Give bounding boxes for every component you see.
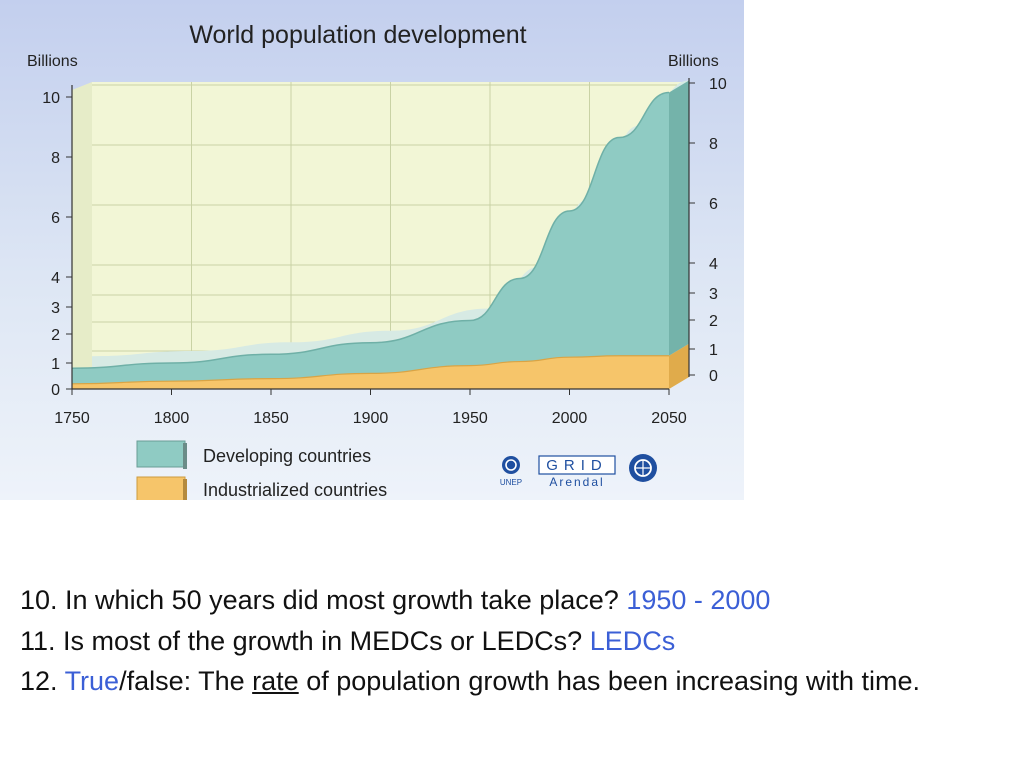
y-tick-label-right: 10 (709, 76, 727, 93)
y-tick-label-right: 1 (709, 342, 718, 359)
question-10-answer: 1950 - 2000 (626, 585, 771, 615)
y-axis-label-left: Billions (27, 53, 78, 70)
x-tick-label: 1850 (253, 410, 289, 427)
x-tick-label: 1900 (353, 410, 389, 427)
y-tick-label-left: 10 (42, 90, 60, 107)
industrialized-edge-line (71, 355, 669, 385)
x-tick-label: 2000 (552, 410, 588, 427)
question-12: 12. True/false: The rate of population g… (20, 661, 1010, 702)
developing-edge-line (71, 91, 670, 369)
grid-logo-text: GRID (546, 457, 608, 474)
question-11-text: 11. Is most of the growth in MEDCs or LE… (20, 625, 590, 656)
question-12-rate-word: rate (252, 666, 299, 696)
plot-left-wall (72, 82, 92, 389)
y-tick-label-left: 6 (51, 210, 60, 227)
y-tick-label-right: 3 (709, 286, 718, 303)
legend-swatch-industrialized (136, 476, 186, 500)
y-tick-label-right: 4 (709, 256, 718, 273)
developing-side-face (669, 80, 689, 356)
legend-label-industrialized: Industrialized countries (203, 480, 387, 500)
question-12-answer: True (64, 666, 120, 696)
un-emblem-icon (629, 454, 657, 482)
population-chart: 0 1 2 3 4 6 8 10 0 1 2 3 4 6 8 10 1750 1800 1850 1900 1950 20… (0, 0, 744, 500)
legend-swatch-developing (136, 440, 186, 468)
question-12-text-b: of population growth has been increasing… (298, 666, 921, 696)
y-tick-label-left: 1 (51, 356, 60, 373)
legend-label-developing: Developing countries (203, 446, 371, 466)
question-12-text-a: /false: The (119, 666, 253, 696)
question-10-text: 10. In which 50 years did most growth ta… (20, 585, 627, 615)
question-10: 10. In which 50 years did most growth ta… (20, 580, 1010, 621)
x-tick-label: 1950 (452, 410, 488, 427)
question-12-number: 12. (20, 666, 65, 696)
x-tick-label: 1750 (54, 410, 90, 427)
y-axis-label-right: Billions (668, 53, 719, 70)
industrialized-side-face (669, 343, 689, 389)
y-tick-label-left: 3 (51, 300, 60, 317)
y-tick-label-right: 2 (709, 313, 718, 330)
grid-logo-box (538, 455, 616, 475)
legend-swatch-shadow-developing (183, 443, 187, 469)
grid-arendal-logo: GRID Arendal (538, 455, 616, 489)
legend-swatch-shadow-industrialized (183, 479, 187, 500)
y-tick-label-left: 4 (51, 270, 60, 287)
arendal-logo-text: Arendal (549, 475, 604, 489)
x-tick-label: 2050 (651, 410, 687, 427)
industrialized-area (72, 355, 669, 389)
x-tick-label: 1800 (154, 410, 190, 427)
chart-title: World population development (189, 21, 526, 49)
unep-logo: UNEP (500, 456, 522, 487)
chart-panel: 0 1 2 3 4 6 8 10 0 1 2 3 4 6 8 10 1750 1800 1850 1900 1950 20… (0, 0, 744, 500)
questions-block: 10. In which 50 years did most growth ta… (20, 580, 1010, 702)
y-tick-label-right: 0 (709, 368, 718, 385)
question-11: 11. Is most of the growth in MEDCs or LE… (20, 621, 1010, 662)
unep-emblem-icon (502, 456, 520, 474)
legend: Developing countries Industrialized coun… (136, 440, 387, 500)
developing-area (72, 92, 669, 384)
y-tick-label-right: 6 (709, 196, 718, 213)
y-tick-label-right: 8 (709, 136, 718, 153)
question-11-answer: LEDCs (589, 625, 676, 656)
y-tick-label-left: 2 (51, 327, 60, 344)
y-tick-label-left: 8 (51, 150, 60, 167)
unep-logo-text: UNEP (500, 478, 522, 487)
y-tick-label-left: 0 (51, 382, 60, 399)
